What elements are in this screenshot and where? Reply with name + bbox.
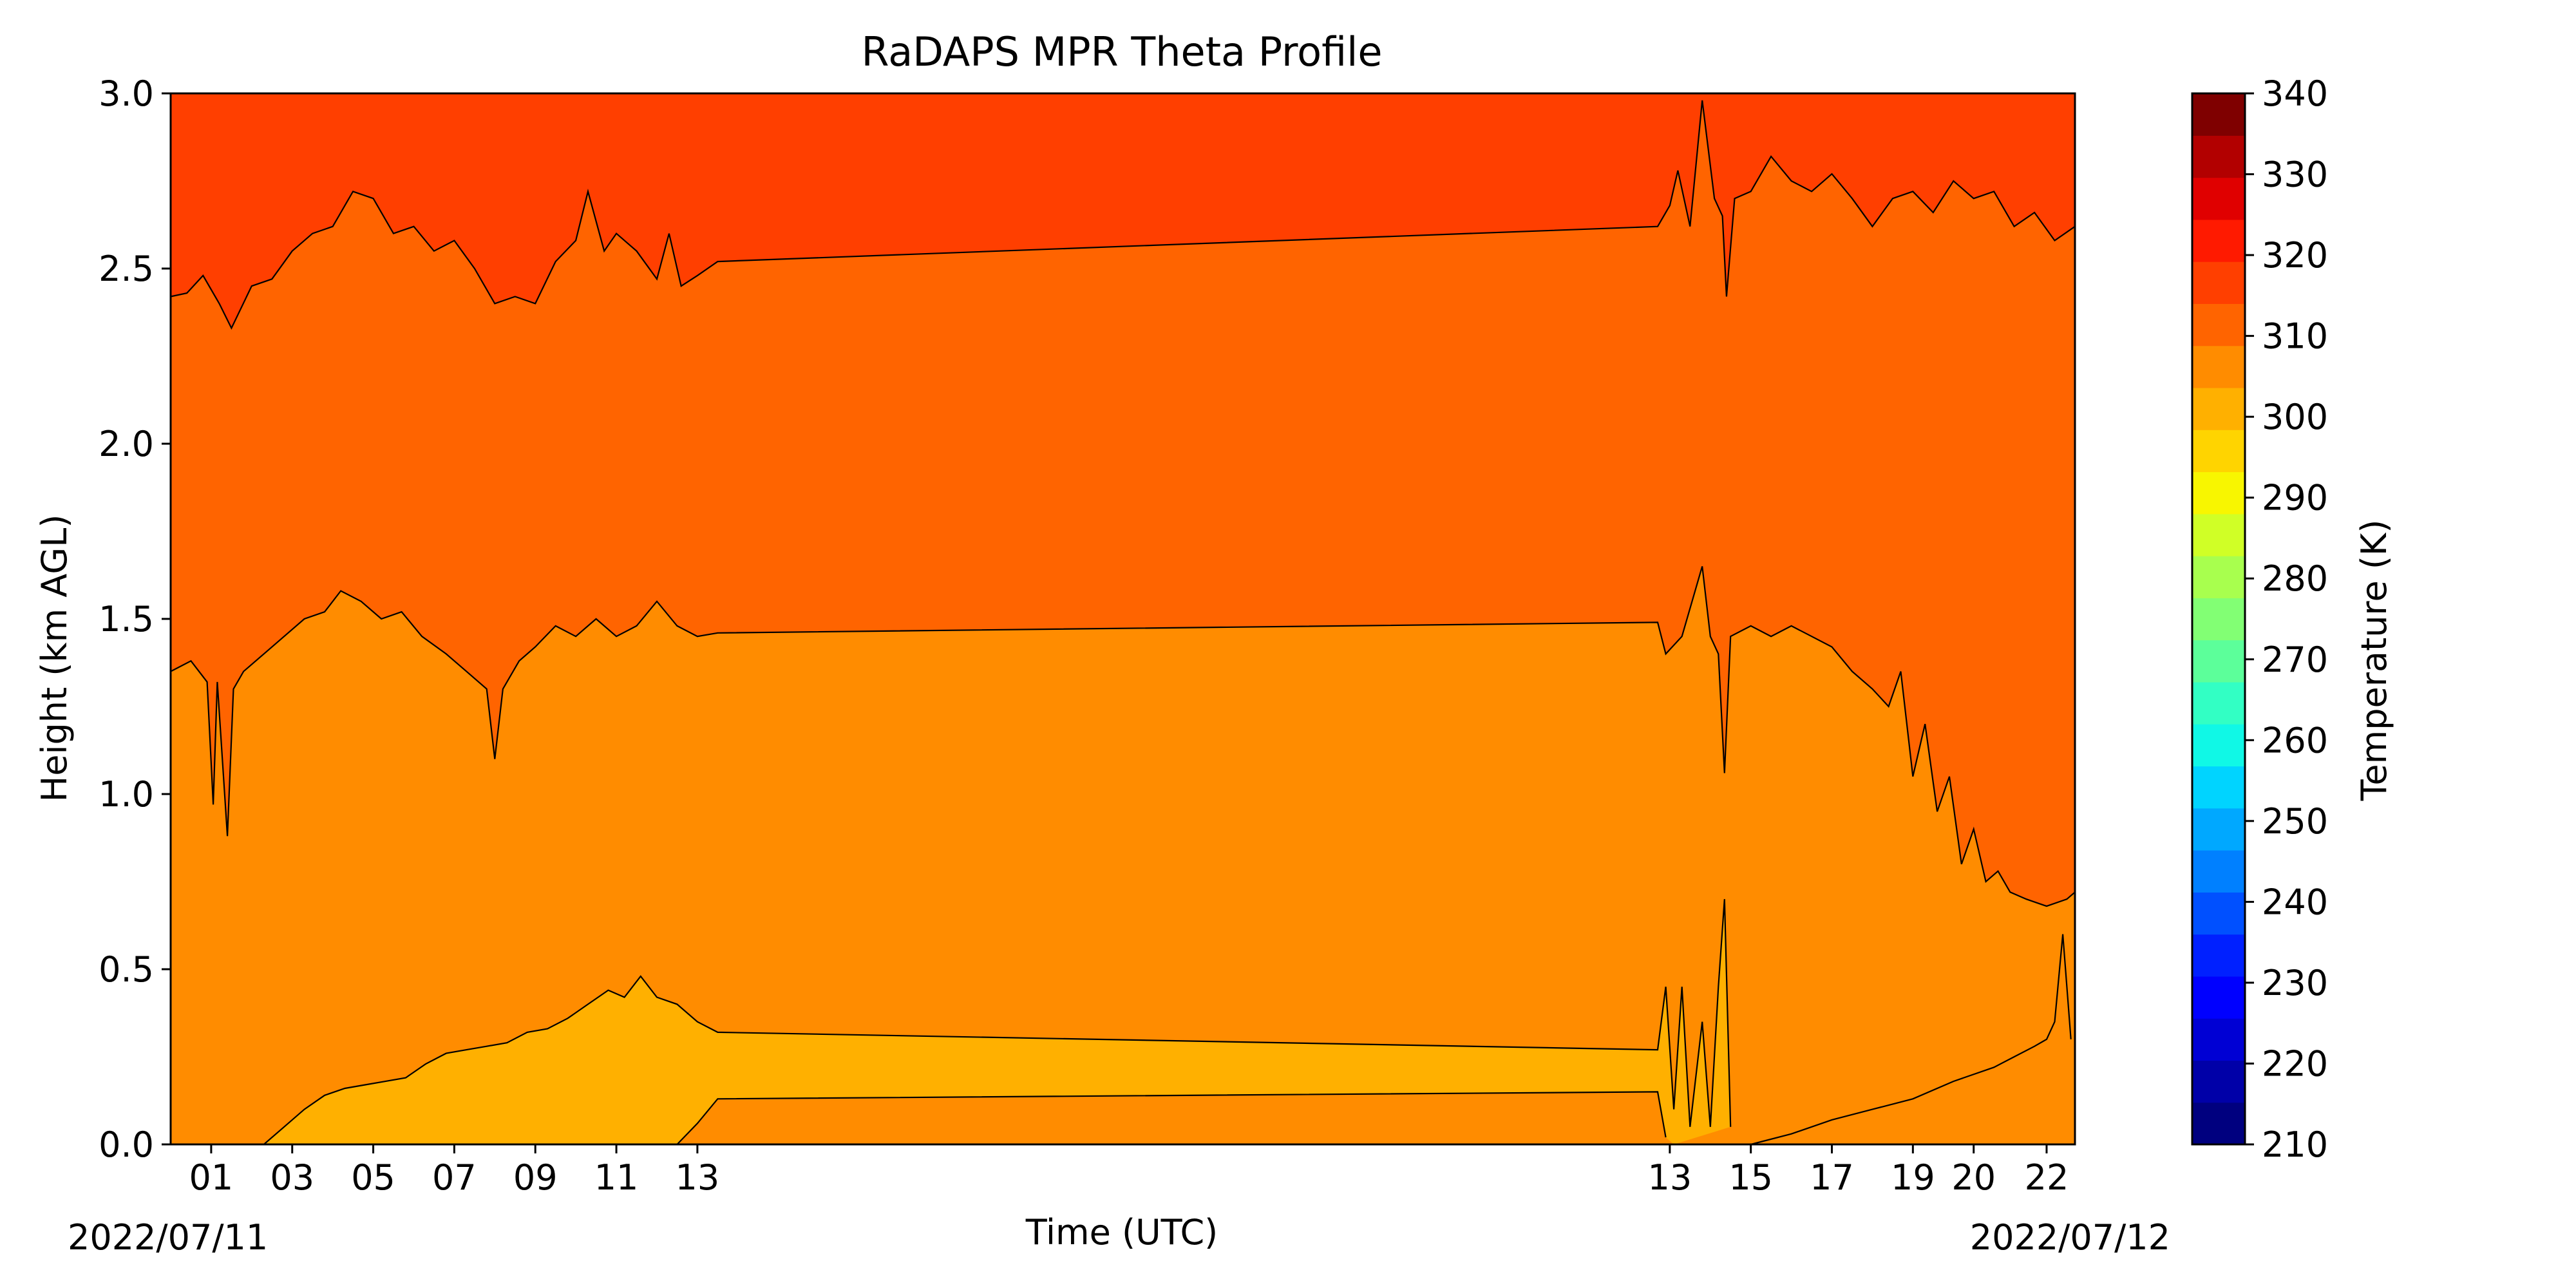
colorbar-segment — [2192, 219, 2245, 262]
plot-area — [169, 92, 2076, 1146]
colorbar-segment — [2192, 93, 2245, 136]
colorbar-segment — [2192, 976, 2245, 1019]
contour-line-300K-0 — [263, 899, 1732, 1145]
x-tick-label: 09 — [513, 1157, 558, 1198]
contour-line-300K-2 — [1750, 934, 2072, 1146]
x-axis-ticks: 01 03 05 07 09 11 13 13 15 17 19 20 22 — [189, 1144, 2069, 1198]
x-tick-label: 17 — [1810, 1157, 1854, 1198]
colorbar-tick-label: 220 — [2262, 1043, 2328, 1084]
y-tick-label: 0.0 — [99, 1124, 154, 1165]
colorbar-tick-label: 230 — [2262, 963, 2328, 1003]
colorbar-tick-label: 240 — [2262, 882, 2328, 922]
colorbar-segment — [2192, 513, 2245, 556]
colorbar-segment — [2192, 766, 2245, 809]
colorbar-frame — [2191, 92, 2246, 1146]
colorbar-segment — [2192, 177, 2245, 220]
x-tick-label: 11 — [594, 1157, 639, 1198]
colorbar-segment — [2192, 724, 2245, 767]
contour-line-310K-0 — [170, 100, 2076, 330]
x-tick-label: 20 — [1951, 1157, 1996, 1198]
y-tick-label: 1.0 — [99, 774, 154, 815]
colorbar-tick-label: 310 — [2262, 316, 2328, 357]
chart-title: RaDAPS MPR Theta Profile — [862, 28, 1383, 75]
colorbar-tick-label: 320 — [2262, 235, 2328, 276]
colorbar-tick-label: 260 — [2262, 720, 2328, 761]
x-tick-label: 01 — [189, 1157, 234, 1198]
y-axis-ticks: 0.0 0.5 1.0 1.5 2.0 2.5 3.0 — [99, 73, 171, 1165]
y-tick-label: 2.0 — [99, 424, 154, 464]
colorbar — [2191, 92, 2246, 1146]
x-tick-label: 05 — [351, 1157, 395, 1198]
colorbar-tick-label: 250 — [2262, 801, 2328, 842]
colorbar-segment — [2192, 598, 2245, 641]
colorbar-segment — [2192, 556, 2245, 598]
colorbar-segment — [2192, 261, 2245, 304]
theta-contour-lines — [170, 100, 2076, 1146]
theta-band-295-300 — [263, 899, 1731, 1144]
colorbar-segment — [2192, 471, 2245, 515]
colorbar-tick-label: 340 — [2262, 73, 2328, 114]
x-tick-label: 03 — [270, 1157, 314, 1198]
colorbar-ticks: 210 220 230 240 250 260 270 280 290 300 310 320 330 3… — [2245, 73, 2328, 1165]
x-tick-label: 13 — [1647, 1157, 1692, 1198]
y-axis-label: Height (km AGL) — [34, 515, 75, 802]
colorbar-segment — [2192, 430, 2245, 473]
colorbar-segment — [2192, 387, 2245, 430]
colorbar-tick-label: 270 — [2262, 639, 2328, 680]
contour-line-305K-0 — [170, 566, 2076, 907]
colorbar-segment — [2192, 1102, 2245, 1145]
y-tick-label: 0.5 — [99, 949, 154, 990]
colorbar-segment — [2192, 639, 2245, 683]
colorbar-segment — [2192, 1060, 2245, 1103]
colorbar-segment — [2192, 850, 2245, 893]
colorbar-segment — [2192, 934, 2245, 977]
colorbar-segment — [2192, 681, 2245, 724]
colorbar-segment — [2192, 808, 2245, 851]
colorbar-segment — [2192, 303, 2245, 346]
y-tick-label: 3.0 — [99, 73, 154, 114]
colorbar-tick-label: 290 — [2262, 478, 2328, 518]
colorbar-segment — [2192, 345, 2245, 388]
x-axis-label: Time (UTC) — [1025, 1212, 1218, 1253]
colorbar-segment — [2192, 135, 2245, 178]
colorbar-label: Temperature (K) — [2354, 520, 2394, 802]
colorbar-tick-label: 300 — [2262, 397, 2328, 437]
y-tick-label: 2.5 — [99, 249, 154, 289]
colorbar-tick-label: 210 — [2262, 1124, 2328, 1165]
date-end-label: 2022/07/12 — [1970, 1217, 2170, 1258]
x-tick-label: 15 — [1728, 1157, 1773, 1198]
y-tick-label: 1.5 — [99, 599, 154, 639]
contour-line-300K-1 — [676, 1091, 1667, 1145]
x-tick-label: 07 — [432, 1157, 477, 1198]
x-tick-label: 22 — [2025, 1157, 2069, 1198]
colorbar-segment — [2192, 892, 2245, 935]
colorbar-tick-label: 330 — [2262, 155, 2328, 195]
colorbar-tick-label: 280 — [2262, 558, 2328, 599]
x-tick-label: 19 — [1891, 1157, 1935, 1198]
x-tick-label: 13 — [676, 1157, 720, 1198]
colorbar-segment — [2192, 1018, 2245, 1061]
date-start-label: 2022/07/11 — [68, 1217, 268, 1258]
